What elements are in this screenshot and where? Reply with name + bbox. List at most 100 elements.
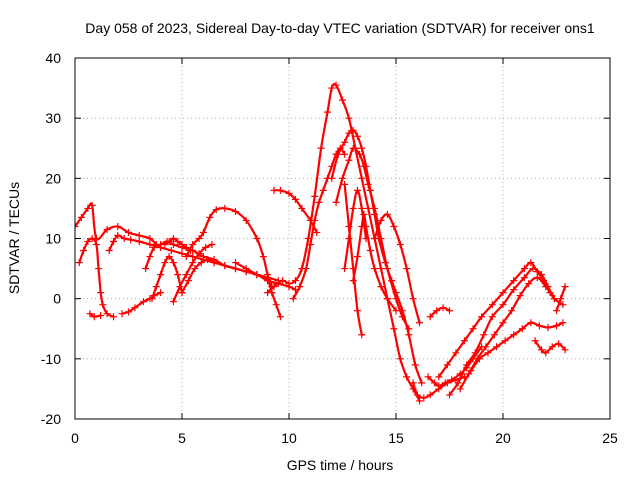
data-point <box>289 295 297 303</box>
data-point <box>232 259 239 267</box>
data-point <box>435 373 443 381</box>
data-point <box>169 298 177 306</box>
data-point <box>291 195 299 203</box>
data-point <box>169 259 177 267</box>
data-point <box>80 247 88 255</box>
data-point <box>531 337 539 345</box>
data-point <box>471 349 479 357</box>
data-point <box>264 277 272 285</box>
data-point <box>392 295 400 303</box>
data-point <box>345 114 353 122</box>
data-point <box>345 222 353 230</box>
data-point <box>353 186 361 194</box>
data-point <box>345 156 353 164</box>
data-point <box>510 331 518 339</box>
series-line <box>352 213 398 312</box>
data-point <box>413 391 421 399</box>
data-point <box>276 186 284 194</box>
data-point <box>490 331 498 339</box>
x-tick-label: 25 <box>602 430 618 446</box>
data-point <box>405 325 413 333</box>
data-point <box>206 213 214 221</box>
data-point <box>488 313 496 321</box>
series-arc-28 <box>467 319 567 375</box>
series-arc-13 <box>264 81 424 405</box>
data-point <box>296 283 304 291</box>
data-point <box>510 286 518 294</box>
data-point <box>377 216 385 224</box>
data-point <box>189 241 197 249</box>
y-tick-label: -10 <box>41 351 61 367</box>
data-point <box>315 198 323 206</box>
data-point <box>204 256 212 264</box>
data-point <box>298 204 306 212</box>
data-point <box>411 361 419 369</box>
series-arc-30 <box>553 283 569 315</box>
data-point <box>538 346 546 354</box>
data-point <box>390 222 398 230</box>
data-point <box>157 271 165 279</box>
data-point <box>418 379 426 387</box>
data-point <box>499 301 507 309</box>
series-arc-9 <box>169 241 216 306</box>
data-point <box>356 150 364 158</box>
data-point <box>469 325 477 333</box>
data-point <box>416 397 424 405</box>
data-point <box>125 228 132 236</box>
data-point <box>339 96 346 104</box>
data-point <box>362 222 370 230</box>
data-point <box>103 310 111 318</box>
y-tick-label: -20 <box>41 411 61 427</box>
data-point <box>493 343 501 351</box>
data-point <box>341 138 349 146</box>
data-point <box>353 132 361 140</box>
series-line <box>78 237 115 318</box>
data-point <box>232 265 239 273</box>
x-tick-label: 0 <box>71 430 79 446</box>
data-point <box>353 253 361 261</box>
data-point <box>139 298 147 306</box>
data-point <box>199 253 207 261</box>
data-point <box>341 150 349 158</box>
data-point <box>264 271 272 279</box>
data-point <box>360 162 368 170</box>
data-point <box>525 280 533 288</box>
data-point <box>383 265 391 273</box>
data-point <box>364 180 372 188</box>
data-point <box>75 222 79 230</box>
data-point <box>259 253 267 261</box>
grid-layer <box>75 58 610 419</box>
series-line <box>429 306 451 318</box>
data-point <box>270 283 278 291</box>
data-point <box>520 274 528 282</box>
x-tick-label: 10 <box>281 430 297 446</box>
data-point <box>341 265 349 273</box>
data-point <box>319 186 327 194</box>
data-point <box>557 295 565 303</box>
y-tick-label: 40 <box>45 50 61 66</box>
data-point <box>535 322 543 330</box>
data-point <box>212 206 220 214</box>
data-point <box>110 238 118 246</box>
data-point <box>426 391 434 399</box>
data-point <box>533 274 541 282</box>
data-point <box>191 265 199 273</box>
data-point <box>478 313 486 321</box>
series-arc-15 <box>289 144 349 303</box>
data-point <box>77 213 85 221</box>
data-point <box>221 204 229 212</box>
data-point <box>195 235 203 242</box>
data-point <box>202 244 210 252</box>
data-point <box>520 265 528 273</box>
data-point <box>270 186 278 194</box>
series-arc-10 <box>178 256 218 297</box>
data-point <box>555 340 563 348</box>
data-point <box>358 204 366 212</box>
data-point <box>488 301 496 309</box>
data-point <box>499 289 507 297</box>
data-point <box>353 307 361 315</box>
data-point <box>516 292 524 300</box>
data-point <box>371 265 379 273</box>
